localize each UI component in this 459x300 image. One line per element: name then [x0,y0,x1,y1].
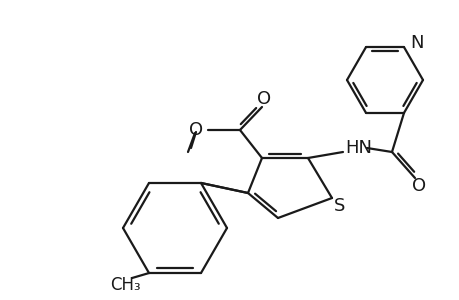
Text: O: O [189,121,202,139]
Text: N: N [409,34,423,52]
Text: S: S [334,197,345,215]
Text: O: O [411,177,425,195]
Text: O: O [257,90,270,108]
Text: HN: HN [344,139,371,157]
Text: CH₃: CH₃ [109,276,140,294]
